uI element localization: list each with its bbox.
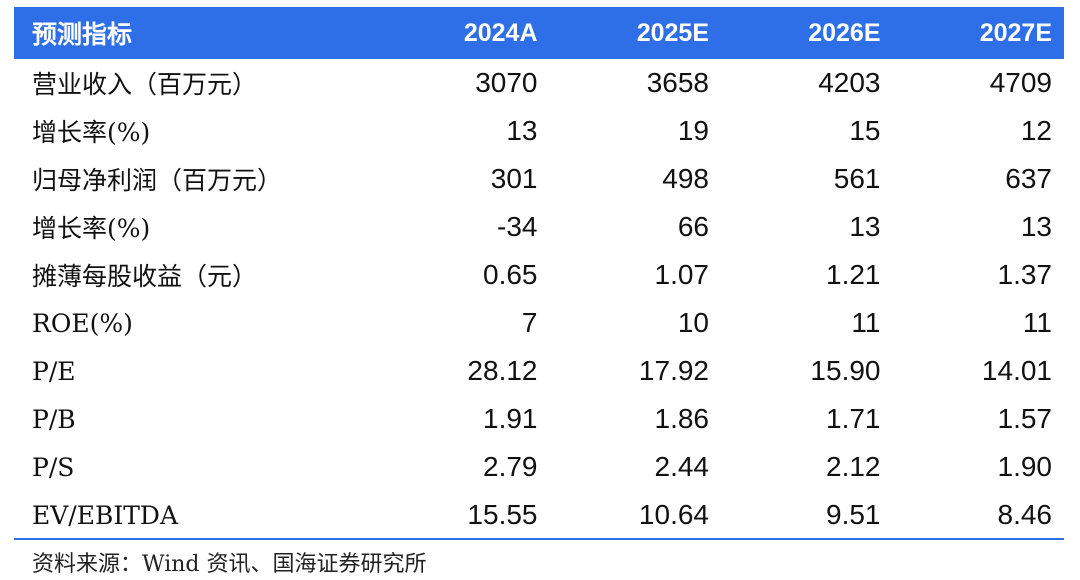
row-value: 3070 (475, 67, 538, 98)
row-value: 2.79 (483, 451, 538, 482)
header-2025e: 2025E (636, 18, 709, 47)
row-value: 13 (506, 115, 538, 146)
row-value: 66 (677, 211, 709, 242)
row-value: 8.46 (997, 499, 1053, 530)
table-row: 营业收入（百万元） 3070 3658 4203 4709 (14, 59, 1064, 107)
row-label: 营业收入（百万元） (32, 70, 258, 99)
row-value: 19 (677, 115, 709, 146)
row-value: 14.01 (981, 355, 1052, 386)
bottom-divider (14, 538, 1064, 540)
row-label: 增长率(%) (32, 214, 151, 243)
row-value: 1.91 (483, 403, 538, 434)
table-row: 增长率(%) 13 19 15 12 (14, 107, 1064, 155)
row-label: P/S (32, 452, 75, 482)
row-value: 1.57 (997, 403, 1053, 434)
row-value: 637 (1005, 163, 1052, 194)
header-2026e: 2026E (808, 18, 881, 47)
row-value: 1.90 (997, 451, 1053, 482)
row-value: 498 (662, 163, 709, 194)
row-value: 301 (490, 163, 538, 194)
table-row: P/B 1.91 1.86 1.71 1.57 (14, 395, 1064, 443)
header-indicator: 预测指标 (32, 21, 133, 49)
source-note: 资料来源：Wind 资讯、国海证券研究所 (32, 552, 427, 577)
row-value: 1.86 (654, 403, 710, 434)
row-value: 13 (1020, 211, 1052, 242)
row-label: ROE(%) (32, 308, 133, 338)
row-value: 7 (521, 307, 538, 338)
row-value: 1.37 (997, 259, 1053, 290)
row-value: 28.12 (467, 355, 538, 386)
table-row: P/E 28.12 17.92 15.90 14.01 (14, 347, 1064, 395)
row-value: 13 (849, 211, 881, 242)
table-row: 归母净利润（百万元） 301 498 561 637 (14, 155, 1064, 203)
forecast-table: 预测指标 2024A 2025E 2026E 2027E 营业收入（百万元） 30… (14, 7, 1064, 539)
row-value: 10 (677, 307, 709, 338)
row-value: 0.65 (483, 259, 538, 290)
forecast-table-container: 预测指标 2024A 2025E 2026E 2027E 营业收入（百万元） 30… (14, 7, 1064, 539)
row-value: 9.51 (826, 499, 881, 530)
row-label: 摊薄每股收益（元） (32, 262, 258, 291)
table-row: P/S 2.79 2.44 2.12 1.90 (14, 443, 1064, 491)
table-row: 增长率(%) -34 66 13 13 (14, 203, 1064, 251)
table-row: 摊薄每股收益（元） 0.65 1.07 1.21 1.37 (14, 251, 1064, 299)
row-label: P/E (32, 356, 76, 386)
row-value: 12 (1020, 115, 1052, 146)
row-value: 11 (1022, 307, 1052, 338)
header-2024a: 2024A (463, 18, 538, 47)
row-label: EV/EBITDA (32, 500, 178, 530)
row-value: 11 (851, 307, 881, 338)
row-value: -34 (497, 211, 538, 242)
row-value: 1.71 (826, 403, 881, 434)
row-label: 归母净利润（百万元） (32, 166, 283, 195)
row-value: 4709 (989, 67, 1052, 98)
row-value: 15.90 (810, 355, 881, 386)
row-value: 3658 (646, 67, 709, 98)
row-value: 2.12 (826, 451, 881, 482)
row-value: 17.92 (638, 355, 709, 386)
table-row: EV/EBITDA 15.55 10.64 9.51 8.46 (14, 491, 1064, 539)
row-value: 4203 (818, 67, 881, 98)
header-2027e: 2027E (979, 18, 1052, 47)
row-value: 561 (833, 163, 881, 194)
table-row: ROE(%) 7 10 11 11 (14, 299, 1064, 347)
row-value: 1.21 (826, 259, 881, 290)
row-value: 2.44 (654, 451, 710, 482)
row-value: 1.07 (654, 259, 710, 290)
row-label: 增长率(%) (32, 118, 151, 147)
row-value: 10.64 (638, 499, 709, 530)
row-label: P/B (32, 404, 76, 434)
row-value: 15.55 (467, 499, 538, 530)
table-header-row: 预测指标 2024A 2025E 2026E 2027E (14, 7, 1064, 59)
row-value: 15 (849, 115, 881, 146)
